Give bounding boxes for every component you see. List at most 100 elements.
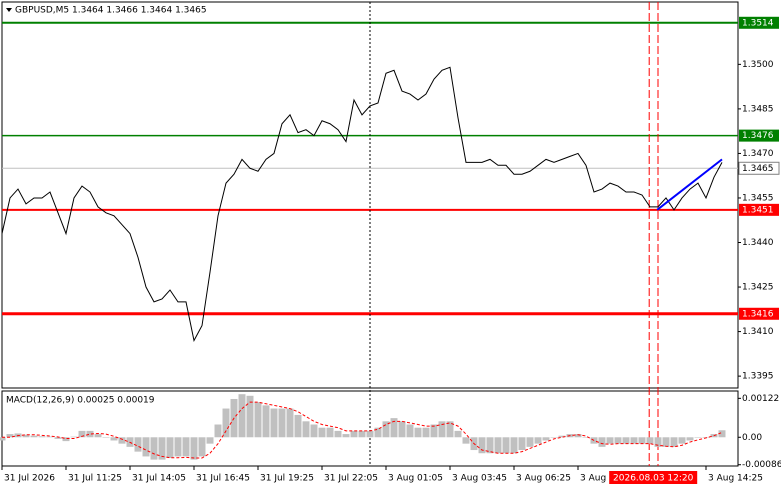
macd-bar <box>350 430 358 438</box>
macd-bar <box>542 437 550 441</box>
macd-bar <box>22 434 30 438</box>
x-tick-label: 31 Jul 19:25 <box>260 474 314 484</box>
macd-bar <box>286 408 294 438</box>
menu-arrow[interactable] <box>6 8 12 12</box>
macd-bar <box>54 437 62 439</box>
macd-bar <box>438 421 446 438</box>
macd-bar <box>334 430 342 438</box>
level-label-bg <box>739 16 779 29</box>
x-tick-label: 31 Jul 16:45 <box>196 474 250 484</box>
y-tick-label: -0.00086 <box>742 460 781 470</box>
level-label: 1.3416 <box>742 309 774 319</box>
y-tick-label: 1.3440 <box>742 238 774 248</box>
x-tick-label: 31 Jul 2026 <box>4 474 55 484</box>
y-tick-label: 1.3395 <box>742 372 774 382</box>
macd-bar <box>102 437 110 438</box>
macd-bar <box>254 402 262 438</box>
macd-bar <box>510 437 518 454</box>
x-tick-label: 31 Jul 22:05 <box>324 474 378 484</box>
macd-bar <box>38 436 46 438</box>
x-tick-label: 3 Aug 03:45 <box>452 474 507 484</box>
macd-bar <box>606 437 614 444</box>
level-label: 1.3514 <box>742 18 774 28</box>
macd-bar <box>46 436 54 438</box>
macd-bar <box>278 408 286 438</box>
macd-bar <box>422 427 430 438</box>
macd-bar <box>598 437 606 447</box>
macd-bar <box>310 424 318 438</box>
macd-bar <box>222 408 230 438</box>
macd-bar <box>6 434 14 438</box>
macd-bar <box>318 427 326 438</box>
macd-bar <box>694 437 702 438</box>
macd-bar <box>718 430 726 438</box>
macd-bar <box>478 437 486 454</box>
macd-bar <box>430 424 438 438</box>
macd-bar <box>534 437 542 444</box>
macd-bar <box>150 437 158 460</box>
y-tick-label: 0.00122 <box>742 394 779 404</box>
macd-bar <box>342 434 350 438</box>
macd-bar <box>294 414 302 438</box>
macd-bar <box>574 434 582 438</box>
y-tick-label: 0.00 <box>742 433 762 443</box>
macd-bar <box>246 395 254 438</box>
macd-bar <box>614 437 622 444</box>
y-tick-label: 1.3470 <box>742 149 774 159</box>
macd-bar <box>670 437 678 447</box>
macd-bar <box>62 437 70 442</box>
macd-bar <box>238 394 246 438</box>
macd-bar <box>398 421 406 438</box>
time-marker-label: 2026.08.03 12:20 <box>613 474 694 484</box>
level-label: 1.3476 <box>742 131 774 141</box>
y-tick-label: 1.3485 <box>742 104 774 114</box>
macd-bar <box>78 430 86 438</box>
level-label-bg <box>739 307 779 320</box>
macd-bar <box>582 437 590 438</box>
macd-bar <box>326 427 334 438</box>
y-tick-label: 1.3500 <box>742 60 774 70</box>
macd-bar <box>174 437 182 457</box>
macd-bar <box>374 427 382 438</box>
macd-bar <box>182 437 190 457</box>
macd-bar <box>190 437 198 460</box>
y-tick-label: 1.3425 <box>742 283 774 293</box>
x-tick-label: 31 Jul 11:25 <box>68 474 122 484</box>
macd-bar <box>118 437 126 444</box>
chart-title: GBPUSD,M5 1.3464 1.3466 1.3464 1.3465 <box>15 6 207 16</box>
macd-bar <box>94 434 102 438</box>
macd-bar <box>70 436 78 438</box>
macd-title: MACD(12,26,9) 0.00025 0.00019 <box>6 396 155 406</box>
macd-bar <box>214 424 222 438</box>
x-tick-label: 3 Aug 14:25 <box>708 474 763 484</box>
time-marker-bg <box>609 471 698 484</box>
macd-bar <box>678 437 686 444</box>
macd-bar <box>646 437 654 444</box>
level-label: 1.3451 <box>742 205 774 215</box>
macd-bar <box>0 437 6 441</box>
macd-bar <box>382 421 390 438</box>
macd-bar <box>142 437 150 457</box>
macd-bar <box>206 437 214 444</box>
level-label-bg <box>739 129 779 142</box>
macd-bar <box>86 430 94 438</box>
x-tick-label: 3 Aug 06:25 <box>516 474 571 484</box>
macd-bar <box>494 437 502 454</box>
macd-bar <box>686 437 694 441</box>
macd-bar <box>486 437 494 454</box>
macd-bar <box>518 437 526 451</box>
macd-bar <box>110 437 118 441</box>
signal-line <box>2 401 723 459</box>
y-tick-label: 1.3455 <box>742 193 774 203</box>
macd-bar <box>446 421 454 438</box>
macd-bar <box>630 437 638 444</box>
y-tick-label: 1.3410 <box>742 327 774 337</box>
trend-line <box>656 158 723 211</box>
macd-bar <box>502 437 510 454</box>
macd-bar <box>30 435 38 438</box>
macd-bar <box>638 437 646 444</box>
macd-bar <box>270 408 278 438</box>
level-label: 1.3465 <box>742 164 774 174</box>
x-tick-label: 3 Aug 01:05 <box>388 474 443 484</box>
